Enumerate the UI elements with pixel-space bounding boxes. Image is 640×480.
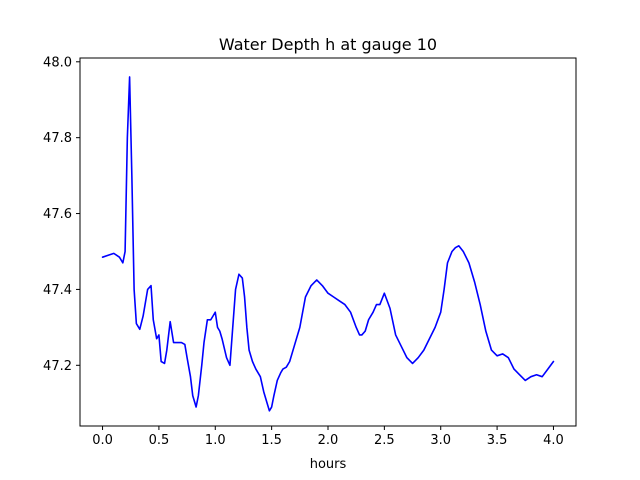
y-tick-label: 47.2 (43, 359, 72, 374)
y-tick-label: 47.6 (43, 207, 72, 222)
series-line-0 (101, 76, 555, 412)
y-tick-label: 47.8 (43, 131, 72, 146)
x-tick-label: 1.0 (205, 433, 226, 448)
x-tick-label: 0.5 (149, 433, 170, 448)
x-axis-label: hours (310, 457, 347, 472)
y-axis: 47.2 47.4 47.6 47.8 48.0 (43, 55, 80, 374)
y-tick-label: 48.0 (43, 55, 72, 70)
x-tick-label: 3.0 (430, 433, 451, 448)
x-tick-label: 2.5 (374, 433, 395, 448)
x-tick-label: 1.5 (261, 433, 282, 448)
x-tick-label: 4.0 (543, 433, 564, 448)
x-tick-label: 0.0 (92, 433, 113, 448)
x-tick-label: 3.5 (487, 433, 508, 448)
chart-title: Water Depth h at gauge 10 (219, 35, 437, 54)
y-tick-label: 47.4 (43, 283, 72, 298)
x-axis: 0.0 0.5 1.0 1.5 2.0 2.5 3.0 3.5 4.0 (92, 426, 564, 448)
x-tick-label: 2.0 (318, 433, 339, 448)
